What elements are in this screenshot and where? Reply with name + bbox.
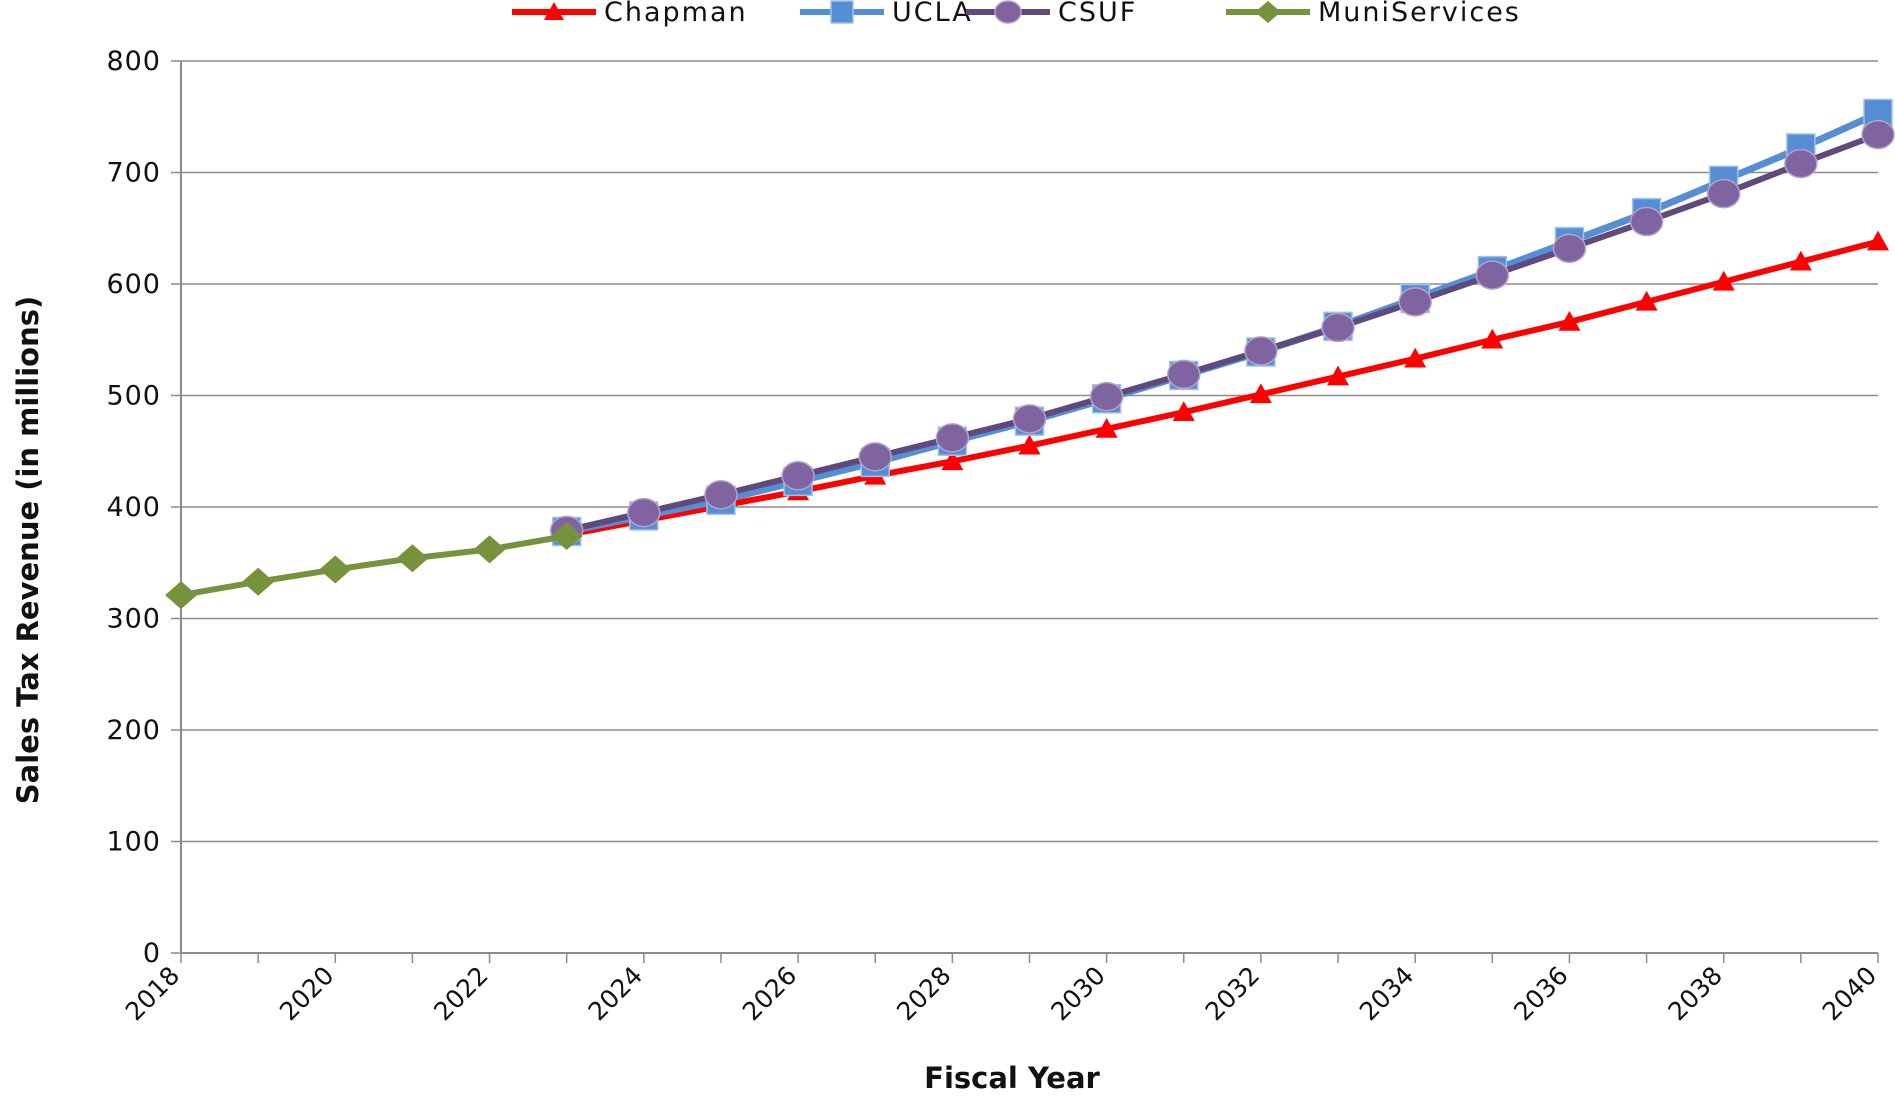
y-tick-label: 700 (106, 158, 161, 189)
legend: Chapman UCLA CSUF MuniServices (512, 0, 1521, 28)
y-tick-label: 200 (106, 715, 161, 746)
legend-marker (544, 2, 564, 20)
data-point-muniservices (396, 544, 429, 573)
data-point-chapman (1249, 383, 1272, 404)
data-point-csuf (1089, 381, 1124, 412)
data-point-muniservices (242, 567, 275, 596)
data-point-csuf (1629, 206, 1664, 237)
data-point-chapman (1095, 417, 1118, 438)
y-axis-label: Sales Tax Revenue (in millions) (11, 296, 45, 804)
data-point-csuf (1321, 312, 1355, 343)
x-tick-label: 2020 (274, 961, 339, 1026)
data-point-muniservices (319, 555, 352, 584)
series-line-csuf (566, 131, 1880, 534)
x-tick-label: 2040 (1817, 961, 1882, 1026)
y-tick-label: 300 (106, 604, 161, 635)
y-tick-label: 800 (106, 46, 161, 77)
legend-label: MuniServices (1318, 0, 1521, 28)
data-point-csuf (1706, 178, 1741, 209)
data-point-csuf (1552, 233, 1587, 264)
x-tick-label: 2030 (1045, 961, 1110, 1026)
x-tick-label: 2038 (1662, 961, 1727, 1026)
legend-label: Chapman (604, 0, 748, 28)
axes: 0 100 200 300 400 500 600 700 800 2018 2020 2022 202… (106, 46, 1882, 1026)
data-point-csuf (1244, 336, 1278, 366)
x-tick-label: 2022 (428, 961, 493, 1026)
data-point-muniservices (550, 521, 583, 550)
series-ucla (551, 98, 1893, 547)
data-point-csuf (935, 423, 970, 453)
x-axis-label: Fiscal Year (924, 1061, 1100, 1095)
data-point-csuf (627, 497, 661, 528)
series-line-muniservices (180, 533, 568, 599)
data-point-csuf (1167, 359, 1201, 390)
data-point-chapman (1404, 347, 1427, 368)
legend-item-muniservices: MuniServices (1226, 0, 1521, 28)
gridlines (181, 60, 1878, 843)
x-tick-label: 2032 (1200, 961, 1265, 1026)
data-point-csuf (858, 442, 892, 472)
series-chapman (555, 230, 1889, 544)
y-tick-label: 100 (106, 827, 161, 858)
data-point-chapman (1327, 365, 1350, 386)
y-tick-label: 400 (106, 492, 161, 523)
legend-marker (994, 0, 1022, 24)
y-tick-label: 0 (143, 938, 161, 969)
legend-label: UCLA (892, 0, 973, 28)
legend-marker (830, 0, 854, 24)
x-tick-label: 2034 (1354, 961, 1419, 1026)
data-point-chapman (941, 450, 964, 471)
data-point-csuf (1784, 148, 1818, 179)
y-tick-label: 600 (106, 269, 161, 300)
data-point-csuf (1861, 119, 1895, 150)
data-point-muniservices (165, 581, 197, 610)
series-group (165, 98, 1895, 610)
legend-item-csuf: CSUF (966, 0, 1137, 28)
data-point-csuf (704, 479, 738, 510)
data-point-csuf (781, 461, 815, 491)
x-tick-label: 2026 (737, 961, 802, 1026)
legend-marker (1255, 1, 1281, 23)
series-muniservices (165, 521, 583, 610)
data-point-chapman (1481, 328, 1504, 349)
data-point-chapman (1712, 270, 1735, 291)
data-point-chapman (1558, 310, 1581, 331)
series-line-ucla (565, 110, 1880, 535)
x-tick-label: 2024 (583, 961, 648, 1026)
y-tick-label: 500 (106, 381, 161, 412)
series-csuf (549, 119, 1895, 546)
x-tick-label: 2018 (120, 961, 185, 1026)
data-point-muniservices (473, 535, 506, 564)
data-point-chapman (1635, 290, 1658, 311)
data-point-csuf (1475, 260, 1510, 290)
data-point-csuf (1398, 287, 1432, 317)
x-tick-label: 2036 (1508, 961, 1573, 1026)
legend-item-chapman: Chapman (512, 0, 748, 28)
data-point-csuf (1012, 404, 1047, 434)
data-point-chapman (1018, 434, 1041, 455)
legend-label: CSUF (1058, 0, 1137, 28)
legend-item-ucla: UCLA (800, 0, 973, 28)
data-point-chapman (1172, 401, 1195, 422)
x-tick-label: 2028 (891, 961, 956, 1026)
data-point-chapman (1867, 230, 1889, 251)
data-point-chapman (1789, 250, 1812, 271)
